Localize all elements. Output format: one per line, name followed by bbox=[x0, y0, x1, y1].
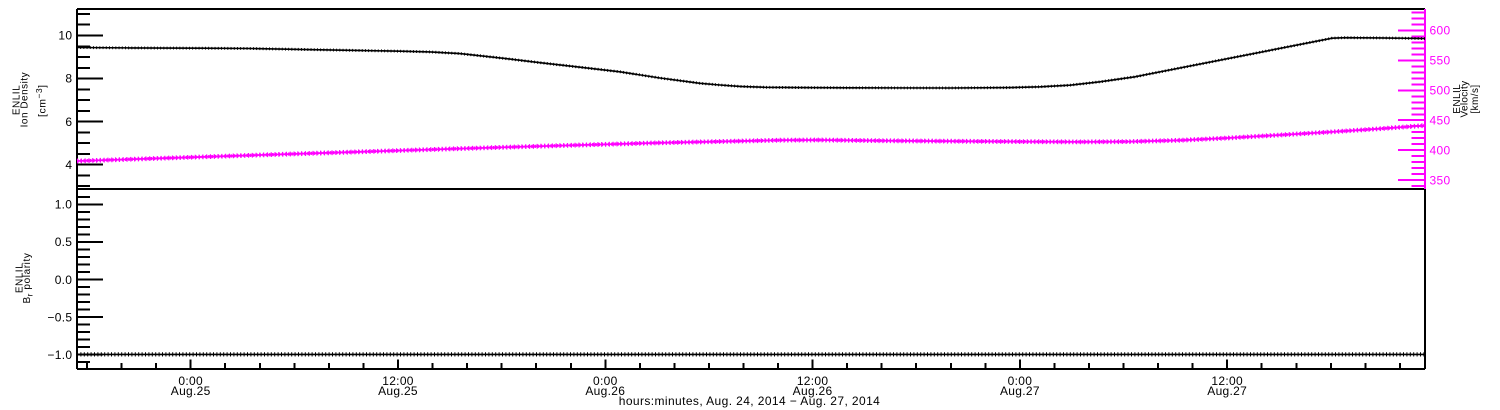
svg-text:ENLIL: ENLIL bbox=[15, 263, 26, 293]
svg-text:Aug.27: Aug.27 bbox=[1000, 384, 1040, 398]
svg-text:0:00: 0:00 bbox=[593, 374, 618, 388]
svg-text:500: 500 bbox=[1430, 84, 1451, 98]
svg-text:350: 350 bbox=[1430, 173, 1451, 187]
svg-text:8: 8 bbox=[65, 72, 72, 86]
svg-text:550: 550 bbox=[1430, 54, 1451, 68]
svg-text:600: 600 bbox=[1430, 24, 1451, 38]
svg-text:Aug.26: Aug.26 bbox=[793, 384, 833, 398]
svg-text:Velocity: Velocity bbox=[1460, 81, 1471, 118]
svg-text:Br polarity: Br polarity bbox=[22, 253, 35, 304]
svg-text:Aug.27: Aug.27 bbox=[1207, 384, 1247, 398]
svg-text:12:00: 12:00 bbox=[1211, 374, 1243, 388]
svg-text:Ion Density: Ion Density bbox=[20, 72, 31, 128]
svg-text:6: 6 bbox=[65, 115, 72, 129]
svg-text:[km/s]: [km/s] bbox=[1470, 84, 1481, 113]
svg-text:ENLIL: ENLIL bbox=[12, 85, 23, 115]
svg-text:400: 400 bbox=[1430, 143, 1451, 157]
svg-text:hours:minutes, Aug. 24, 2014 −: hours:minutes, Aug. 24, 2014 − Aug. 27, … bbox=[619, 394, 880, 408]
svg-text:0:00: 0:00 bbox=[178, 374, 203, 388]
svg-text:Aug.25: Aug.25 bbox=[378, 384, 418, 398]
svg-text:0:00: 0:00 bbox=[1008, 374, 1033, 388]
svg-text:Aug.26: Aug.26 bbox=[585, 384, 625, 398]
svg-text:ENLIL: ENLIL bbox=[1452, 84, 1463, 114]
svg-text:4: 4 bbox=[65, 158, 72, 172]
svg-text:−1.0: −1.0 bbox=[47, 348, 72, 362]
svg-text:12:00: 12:00 bbox=[382, 374, 414, 388]
svg-text:0.0: 0.0 bbox=[55, 273, 73, 287]
svg-text:1.0: 1.0 bbox=[55, 198, 73, 212]
svg-text:10: 10 bbox=[58, 29, 72, 43]
svg-text:12:00: 12:00 bbox=[797, 374, 829, 388]
svg-text:Aug.25: Aug.25 bbox=[171, 384, 211, 398]
svg-text:0.5: 0.5 bbox=[55, 235, 73, 249]
svg-text:450: 450 bbox=[1430, 114, 1451, 128]
svg-text:−0.5: −0.5 bbox=[47, 310, 72, 324]
